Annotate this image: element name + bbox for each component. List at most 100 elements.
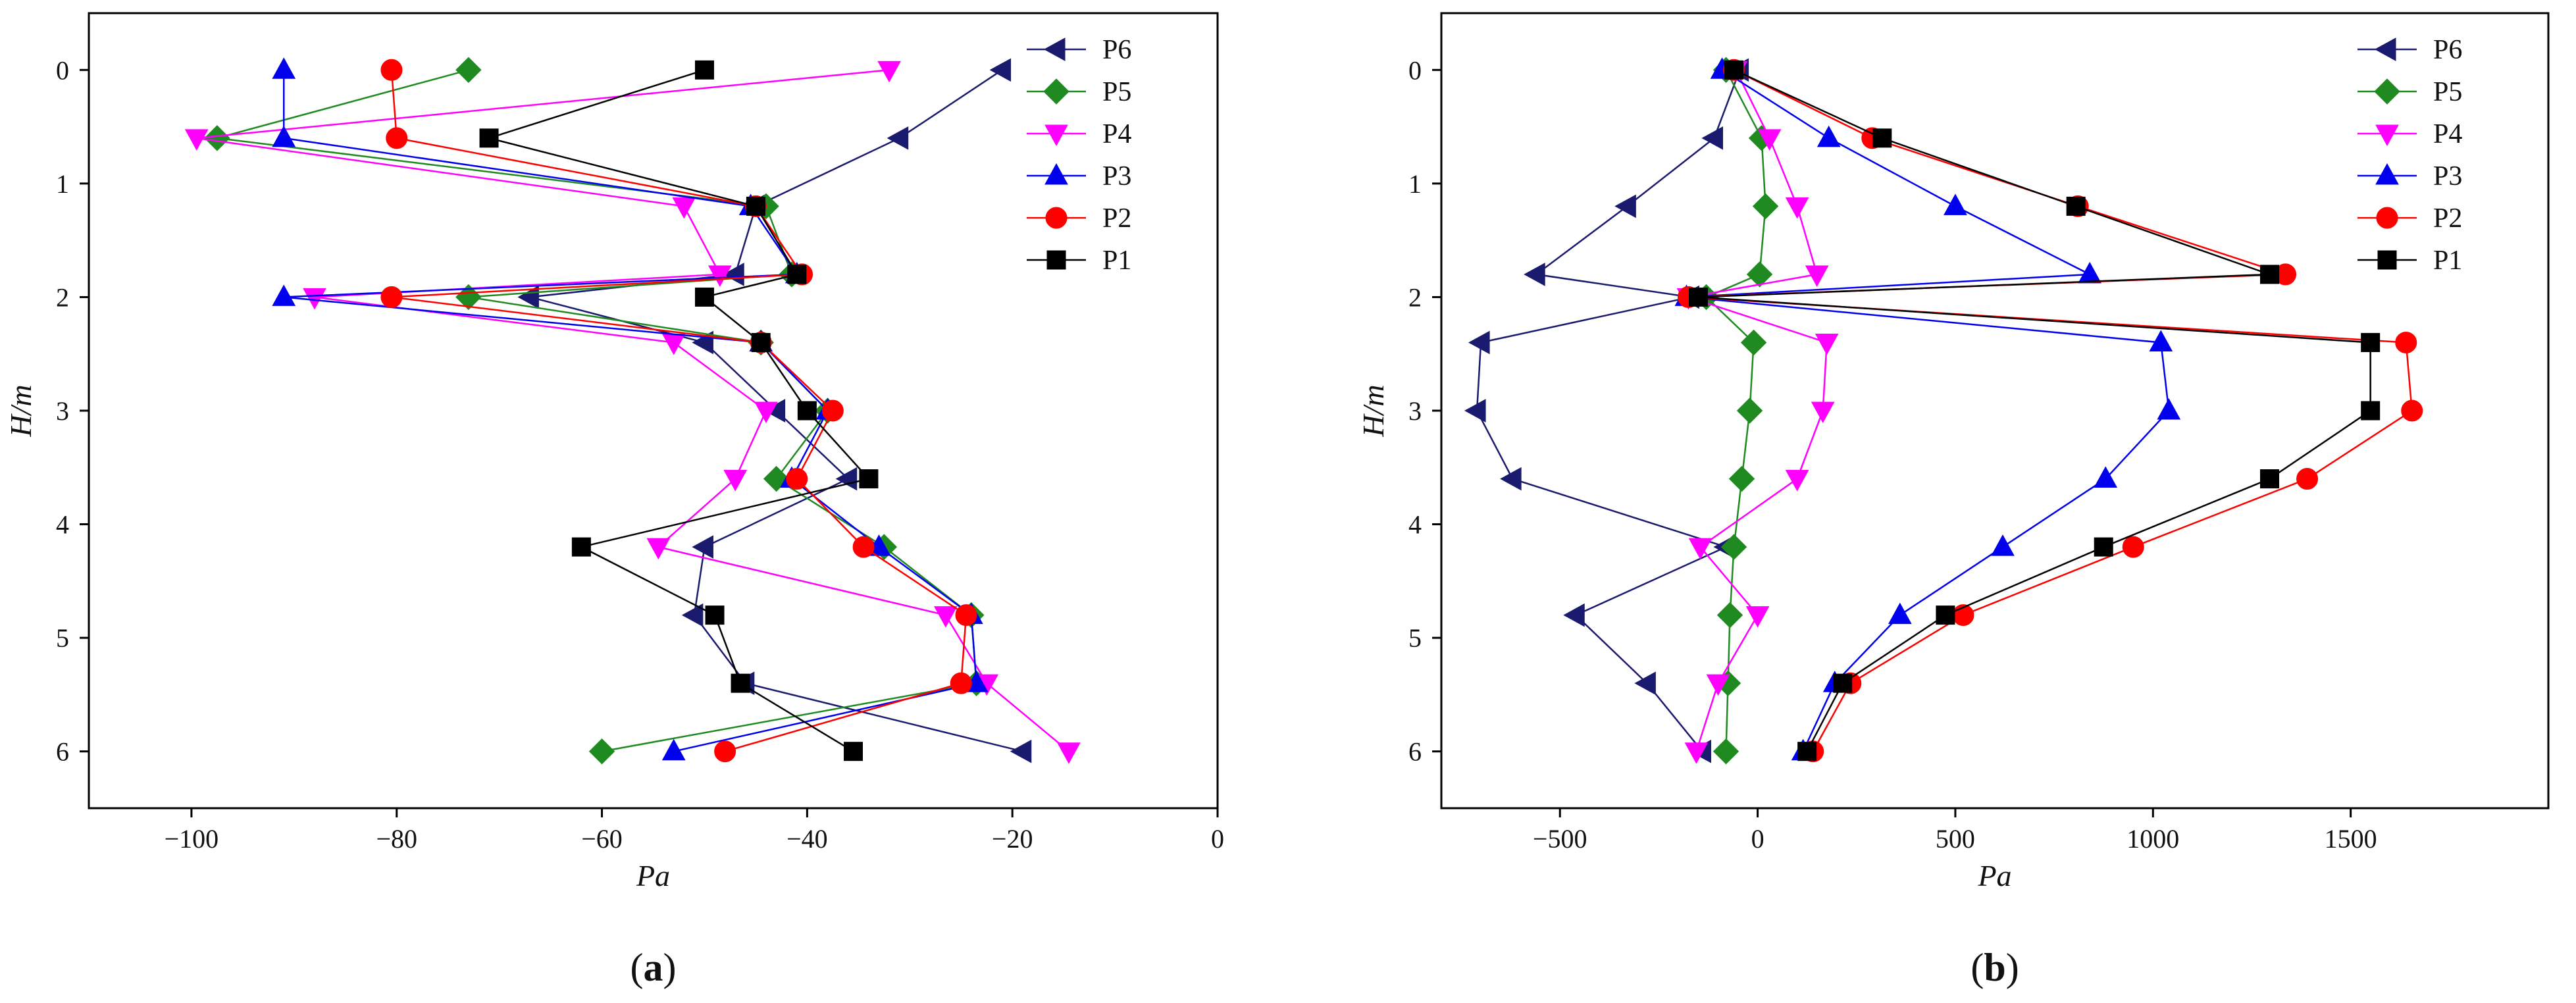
legend-marker-p5 xyxy=(1043,78,1069,105)
series-p2 xyxy=(380,59,977,763)
series-line-p3 xyxy=(282,70,977,752)
legend-marker-p3 xyxy=(2375,163,2399,185)
series-line-p5 xyxy=(217,69,977,752)
data-point-p2 xyxy=(2122,536,2144,558)
series-p5 xyxy=(1693,57,1779,765)
legend-marker-p5 xyxy=(2374,78,2400,105)
series-p4 xyxy=(184,61,1081,764)
legend-marker-p1 xyxy=(1046,250,1066,270)
y-tick-label: 1 xyxy=(1408,169,1422,199)
data-point-p6 xyxy=(1701,126,1723,150)
legend-marker-p2 xyxy=(1045,207,1068,229)
legend: P6 P5 P4 P3 P2 P1 xyxy=(2357,35,2462,276)
x-tick-label: 1000 xyxy=(2126,824,2179,854)
y-tick-label: 4 xyxy=(56,510,69,540)
data-point-p1 xyxy=(1936,605,1955,625)
data-point-p2 xyxy=(852,536,875,558)
data-point-p3 xyxy=(1991,534,2015,556)
legend-marker-p3 xyxy=(1044,163,1068,185)
legend-marker-p6 xyxy=(1043,38,1066,61)
series-line-p2 xyxy=(1688,69,2413,752)
data-point-p5 xyxy=(1720,534,1747,560)
legend-marker-p2 xyxy=(2376,207,2398,229)
data-point-p4 xyxy=(877,61,901,83)
data-point-p3 xyxy=(272,284,296,306)
data-point-p2 xyxy=(821,399,844,422)
y-tick-label: 6 xyxy=(1408,737,1422,767)
data-point-p4 xyxy=(1785,470,1809,492)
series-line-p1 xyxy=(1698,69,2371,752)
data-point-p5 xyxy=(588,738,615,765)
legend-label-p4: P4 xyxy=(1102,119,1131,149)
data-point-p6 xyxy=(1524,263,1545,286)
data-point-p3 xyxy=(661,738,686,761)
data-point-p3 xyxy=(1944,193,1967,215)
data-point-p4 xyxy=(1745,606,1770,628)
data-point-p1 xyxy=(694,287,714,307)
legend-label-p3: P3 xyxy=(2433,161,2462,192)
data-point-p4 xyxy=(1688,538,1713,560)
y-tick-label: 5 xyxy=(1408,623,1422,653)
data-point-p1 xyxy=(2259,469,2279,489)
data-point-p3 xyxy=(2078,261,2102,284)
data-point-p2 xyxy=(786,468,808,490)
data-point-p6 xyxy=(723,263,744,286)
x-tick-label: 0 xyxy=(1211,824,1224,854)
data-point-p5 xyxy=(204,125,230,151)
series-p1 xyxy=(479,60,879,761)
data-point-p2 xyxy=(950,672,972,694)
data-point-p2 xyxy=(2296,468,2319,490)
data-point-p6 xyxy=(692,535,713,559)
x-tick-label: −80 xyxy=(376,824,417,854)
series-p1 xyxy=(1688,60,2381,761)
series-p2 xyxy=(1677,59,2423,763)
data-point-p4 xyxy=(1811,401,1835,424)
data-point-p2 xyxy=(2401,399,2423,422)
data-point-p1 xyxy=(2094,537,2113,557)
data-point-p1 xyxy=(2259,265,2279,284)
y-tick-label: 1 xyxy=(56,169,69,199)
data-point-p2 xyxy=(386,127,408,149)
legend: P6 P5 P4 P3 P2 P1 xyxy=(1027,35,1131,276)
data-point-p1 xyxy=(787,265,807,284)
data-point-p1 xyxy=(1724,60,1744,80)
series-line-p3 xyxy=(1686,69,2170,752)
data-point-p4 xyxy=(933,606,958,628)
data-point-p2 xyxy=(714,740,736,763)
y-tick-label: 4 xyxy=(1408,510,1422,540)
legend-label-p6: P6 xyxy=(1102,35,1131,65)
data-point-p1 xyxy=(859,469,879,489)
data-point-p3 xyxy=(272,125,296,147)
data-point-p1 xyxy=(1688,287,1708,307)
series-line-p2 xyxy=(390,70,967,752)
data-point-p6 xyxy=(1500,467,1522,491)
data-point-p1 xyxy=(2361,401,2381,421)
series-line-p4 xyxy=(196,69,1069,752)
data-point-p1 xyxy=(731,673,750,693)
y-tick-label: 2 xyxy=(56,282,69,312)
data-point-p4 xyxy=(1757,129,1782,151)
data-point-p6 xyxy=(681,603,704,627)
x-tick-label: 500 xyxy=(1936,824,1975,854)
data-point-p5 xyxy=(1713,738,1739,765)
y-tick-label: 5 xyxy=(56,623,69,653)
data-point-p4 xyxy=(646,538,671,560)
panel-caption: (a) xyxy=(631,946,677,989)
series-line-p6 xyxy=(1476,69,1741,752)
series-p6 xyxy=(1464,58,1749,763)
data-point-p3 xyxy=(2149,330,2173,351)
data-point-p1 xyxy=(1797,742,1817,761)
y-axis-title: H/m xyxy=(1356,384,1390,437)
data-point-p6 xyxy=(517,285,539,309)
y-tick-label: 3 xyxy=(1408,396,1422,426)
data-point-p4 xyxy=(1706,674,1730,696)
data-point-p4 xyxy=(184,129,209,151)
data-point-p5 xyxy=(1746,261,1773,288)
panel-caption: (b) xyxy=(1971,946,2019,989)
data-point-p1 xyxy=(479,128,499,148)
legend-label-p4: P4 xyxy=(2433,119,2462,149)
y-axis-title: H/m xyxy=(4,384,38,437)
data-point-p5 xyxy=(1752,193,1779,220)
data-point-p1 xyxy=(1872,128,1892,148)
